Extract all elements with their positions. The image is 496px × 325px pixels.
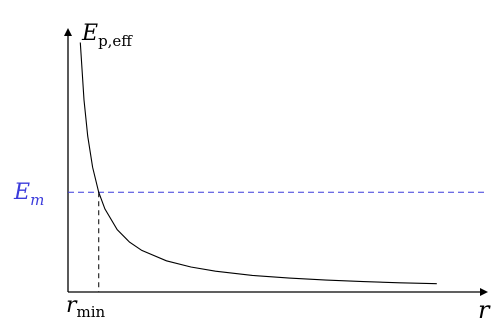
effective-potential-curve bbox=[79, 42, 437, 285]
x-axis-label: r bbox=[478, 296, 491, 324]
reference-line-label: Em bbox=[13, 180, 44, 209]
y-axis-label: Ep,eff bbox=[81, 21, 133, 50]
rmin-label: rmin bbox=[66, 293, 106, 321]
